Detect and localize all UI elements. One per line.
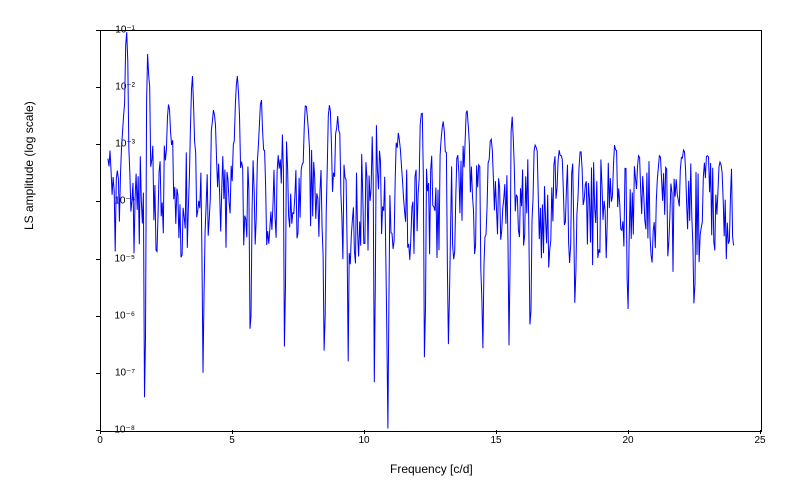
x-tick-label: 0 [97,435,103,446]
x-axis-label: Frequency [c/d] [390,462,473,476]
x-tick-label: 20 [622,435,633,446]
x-tick-label: 25 [754,435,765,446]
y-axis-label: LS amplitude (log scale) [22,101,36,230]
x-tick-label: 10 [358,435,369,446]
x-tick-label: 15 [490,435,501,446]
chart-area [100,30,760,430]
periodogram-line [100,30,760,430]
x-tick-label: 5 [229,435,235,446]
